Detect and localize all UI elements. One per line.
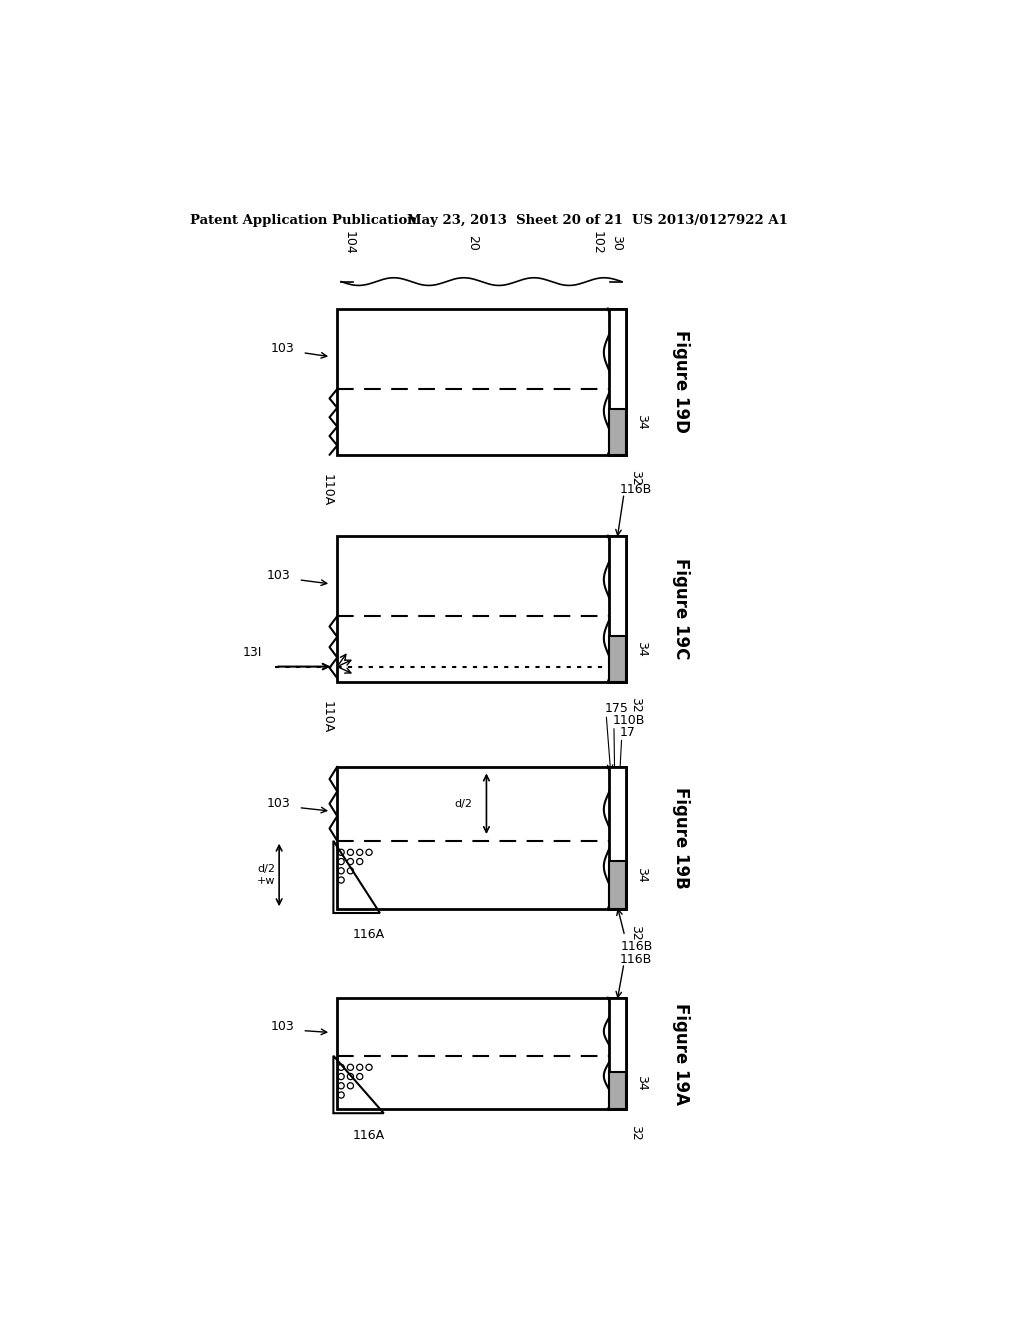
Text: 103: 103 [271, 1020, 295, 1034]
Text: 34: 34 [635, 1074, 648, 1090]
Bar [608, 998, 626, 1109]
Text: 116B: 116B [621, 953, 652, 966]
Text: 32: 32 [630, 1125, 642, 1140]
Text: d/2: d/2 [455, 799, 472, 809]
Text: 20: 20 [466, 235, 479, 251]
Bar [608, 536, 626, 682]
Text: May 23, 2013  Sheet 20 of 21: May 23, 2013 Sheet 20 of 21 [407, 214, 623, 227]
Text: 34: 34 [635, 867, 648, 883]
Bar [337, 998, 626, 1109]
Bar [608, 309, 626, 455]
Text: Figure 19C: Figure 19C [672, 558, 690, 660]
Text: 103: 103 [267, 797, 291, 810]
Bar [608, 636, 626, 682]
Text: Figure 19D: Figure 19D [672, 330, 690, 433]
Text: 32: 32 [630, 924, 642, 940]
Text: 32: 32 [630, 697, 642, 713]
Text: US 2013/0127922 A1: US 2013/0127922 A1 [632, 214, 787, 227]
Text: 30: 30 [610, 235, 624, 251]
Text: Figure 19A: Figure 19A [672, 1002, 690, 1105]
Text: 116B: 116B [621, 940, 653, 953]
Text: Figure 19B: Figure 19B [672, 787, 690, 888]
Text: 103: 103 [267, 569, 291, 582]
Text: 110A: 110A [321, 474, 334, 507]
Text: 116B: 116B [621, 483, 652, 496]
Bar [337, 536, 626, 682]
Text: 110A: 110A [321, 701, 334, 734]
Text: 32: 32 [630, 470, 642, 486]
Bar [337, 309, 626, 455]
Text: 175: 175 [604, 702, 629, 715]
Bar [608, 767, 626, 909]
Text: 104: 104 [342, 231, 355, 255]
Text: 116A: 116A [352, 1129, 385, 1142]
Text: 110B: 110B [612, 714, 645, 727]
Bar [608, 409, 626, 455]
Text: 13I: 13I [243, 645, 262, 659]
Text: Patent Application Publication: Patent Application Publication [190, 214, 417, 227]
Bar [608, 1072, 626, 1109]
Text: d/2
+w: d/2 +w [257, 865, 275, 886]
Text: 102: 102 [591, 231, 603, 255]
Text: 34: 34 [635, 414, 648, 430]
Text: 116A: 116A [352, 928, 385, 941]
Text: 17: 17 [621, 726, 636, 739]
Text: 34: 34 [635, 642, 648, 657]
Text: 103: 103 [271, 342, 295, 355]
Bar [337, 767, 626, 909]
Bar [608, 861, 626, 909]
